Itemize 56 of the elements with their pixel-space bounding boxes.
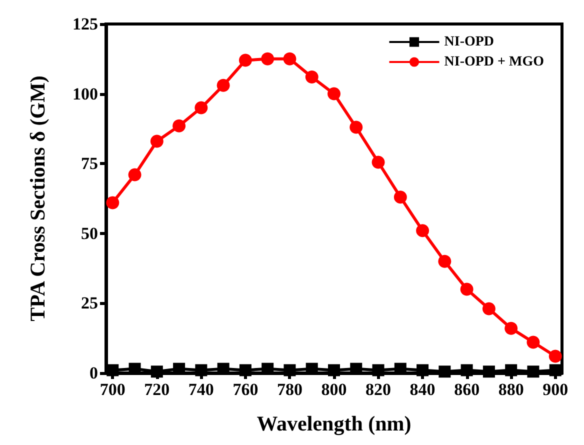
point	[150, 134, 164, 148]
point	[284, 364, 296, 376]
point	[394, 190, 407, 204]
x-tick-label: 700	[100, 380, 126, 399]
point	[460, 282, 474, 296]
x-tick-label: 840	[410, 380, 436, 399]
point	[350, 120, 363, 134]
x-tick-label: 780	[276, 380, 302, 399]
point	[438, 366, 451, 378]
point	[239, 364, 252, 376]
point	[372, 364, 384, 376]
point	[106, 364, 119, 376]
point	[283, 52, 296, 66]
point	[128, 168, 142, 182]
y-tick-label: 75	[81, 154, 98, 174]
x-tick-label: 760	[232, 380, 258, 399]
point	[548, 350, 562, 363]
point	[328, 364, 340, 376]
point	[482, 366, 495, 378]
point	[261, 52, 274, 66]
legend-label: NI-OPD + MGO	[444, 54, 544, 70]
y-tick-label: 125	[72, 14, 98, 34]
point	[549, 364, 562, 376]
point	[527, 366, 540, 378]
point	[194, 101, 208, 114]
x-tick-label: 860	[454, 380, 480, 399]
point	[526, 336, 540, 349]
point	[195, 364, 208, 376]
point	[416, 224, 430, 238]
y-tick-label: 25	[81, 294, 98, 313]
point	[238, 54, 252, 67]
point	[150, 366, 163, 378]
point	[438, 254, 452, 268]
point	[106, 196, 120, 210]
y-axis-title: TPA Cross Sections δ (GM)	[26, 76, 50, 322]
x-tick-label: 880	[498, 380, 524, 399]
point	[482, 302, 496, 316]
x-tick-label: 720	[144, 380, 170, 399]
y-tick-label: 50	[81, 224, 98, 243]
x-tick-label: 900	[542, 380, 568, 399]
legend-label: NI-OPD	[444, 34, 494, 50]
point	[328, 87, 340, 100]
x-tick-label: 740	[188, 380, 214, 399]
x-tick-label: 820	[366, 380, 392, 399]
point	[172, 119, 186, 132]
point	[416, 364, 429, 376]
point	[372, 156, 385, 169]
point	[504, 322, 518, 335]
y-tick-label: 100	[72, 84, 98, 104]
x-axis-title: Wavelength (nm)	[256, 412, 412, 436]
point	[460, 364, 473, 376]
point	[216, 78, 230, 92]
y-tick-label: 0	[90, 364, 98, 382]
x-tick-label: 800	[321, 380, 347, 399]
point	[505, 364, 518, 376]
point	[305, 70, 318, 84]
